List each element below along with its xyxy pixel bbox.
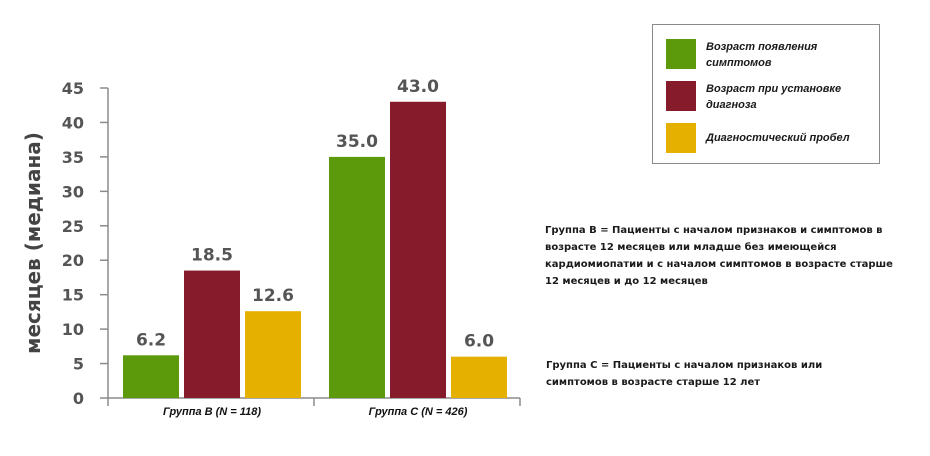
- bar: [245, 311, 301, 398]
- bar-value-label: 35.0: [336, 132, 378, 152]
- legend-label-diagnosis-age: Возраст при установке диагноза: [706, 83, 842, 111]
- group-c-note: Группа C = Пациенты с началом признаков …: [546, 360, 823, 388]
- y-tick-label: 45: [62, 79, 84, 98]
- bar: [329, 156, 385, 398]
- y-tick-label: 35: [62, 148, 84, 167]
- legend-item-diagnostic-gap: Диагностический пробел: [666, 123, 866, 153]
- y-tick-label: 15: [62, 286, 84, 305]
- x-category-label: Группа C (N = 426): [369, 406, 468, 418]
- x-category-label: Группа B (N = 118): [163, 406, 261, 418]
- legend-swatch-diagnosis-age: [666, 81, 696, 111]
- legend-item-symptom-onset: Возраст появления симптомов: [666, 39, 866, 71]
- bar-value-label: 18.5: [191, 246, 233, 266]
- y-tick-label: 30: [62, 182, 84, 201]
- bar-value-label: 6.2: [136, 330, 166, 350]
- bar-value-label: 6.0: [464, 332, 494, 352]
- y-tick-label: 5: [73, 355, 84, 374]
- y-tick-label: 40: [62, 113, 84, 132]
- chart-legend: Возраст появления симптомов Возраст при …: [652, 24, 880, 164]
- legend-swatch-symptom-onset: [666, 39, 696, 69]
- y-tick-label: 25: [62, 217, 84, 236]
- legend-label-symptom-onset: Возраст появления симптомов: [706, 41, 818, 69]
- group-b-note: Группа B = Пациенты с началом признаков …: [545, 225, 893, 287]
- legend-item-diagnosis-age: Возраст при установке диагноза: [666, 81, 866, 113]
- bar-value-label: 43.0: [397, 77, 439, 97]
- y-tick-label: 10: [62, 320, 84, 339]
- legend-swatch-diagnostic-gap: [666, 123, 696, 153]
- legend-label-diagnostic-gap: Диагностический пробел: [706, 132, 850, 144]
- y-axis-title: месяцев (медиана): [21, 132, 45, 354]
- y-tick-label: 0: [73, 389, 84, 408]
- y-tick-label: 20: [62, 251, 84, 270]
- bar: [451, 356, 507, 398]
- bar: [184, 270, 240, 398]
- bar: [123, 355, 179, 398]
- bar-value-label: 12.6: [252, 286, 294, 306]
- bar: [390, 101, 446, 399]
